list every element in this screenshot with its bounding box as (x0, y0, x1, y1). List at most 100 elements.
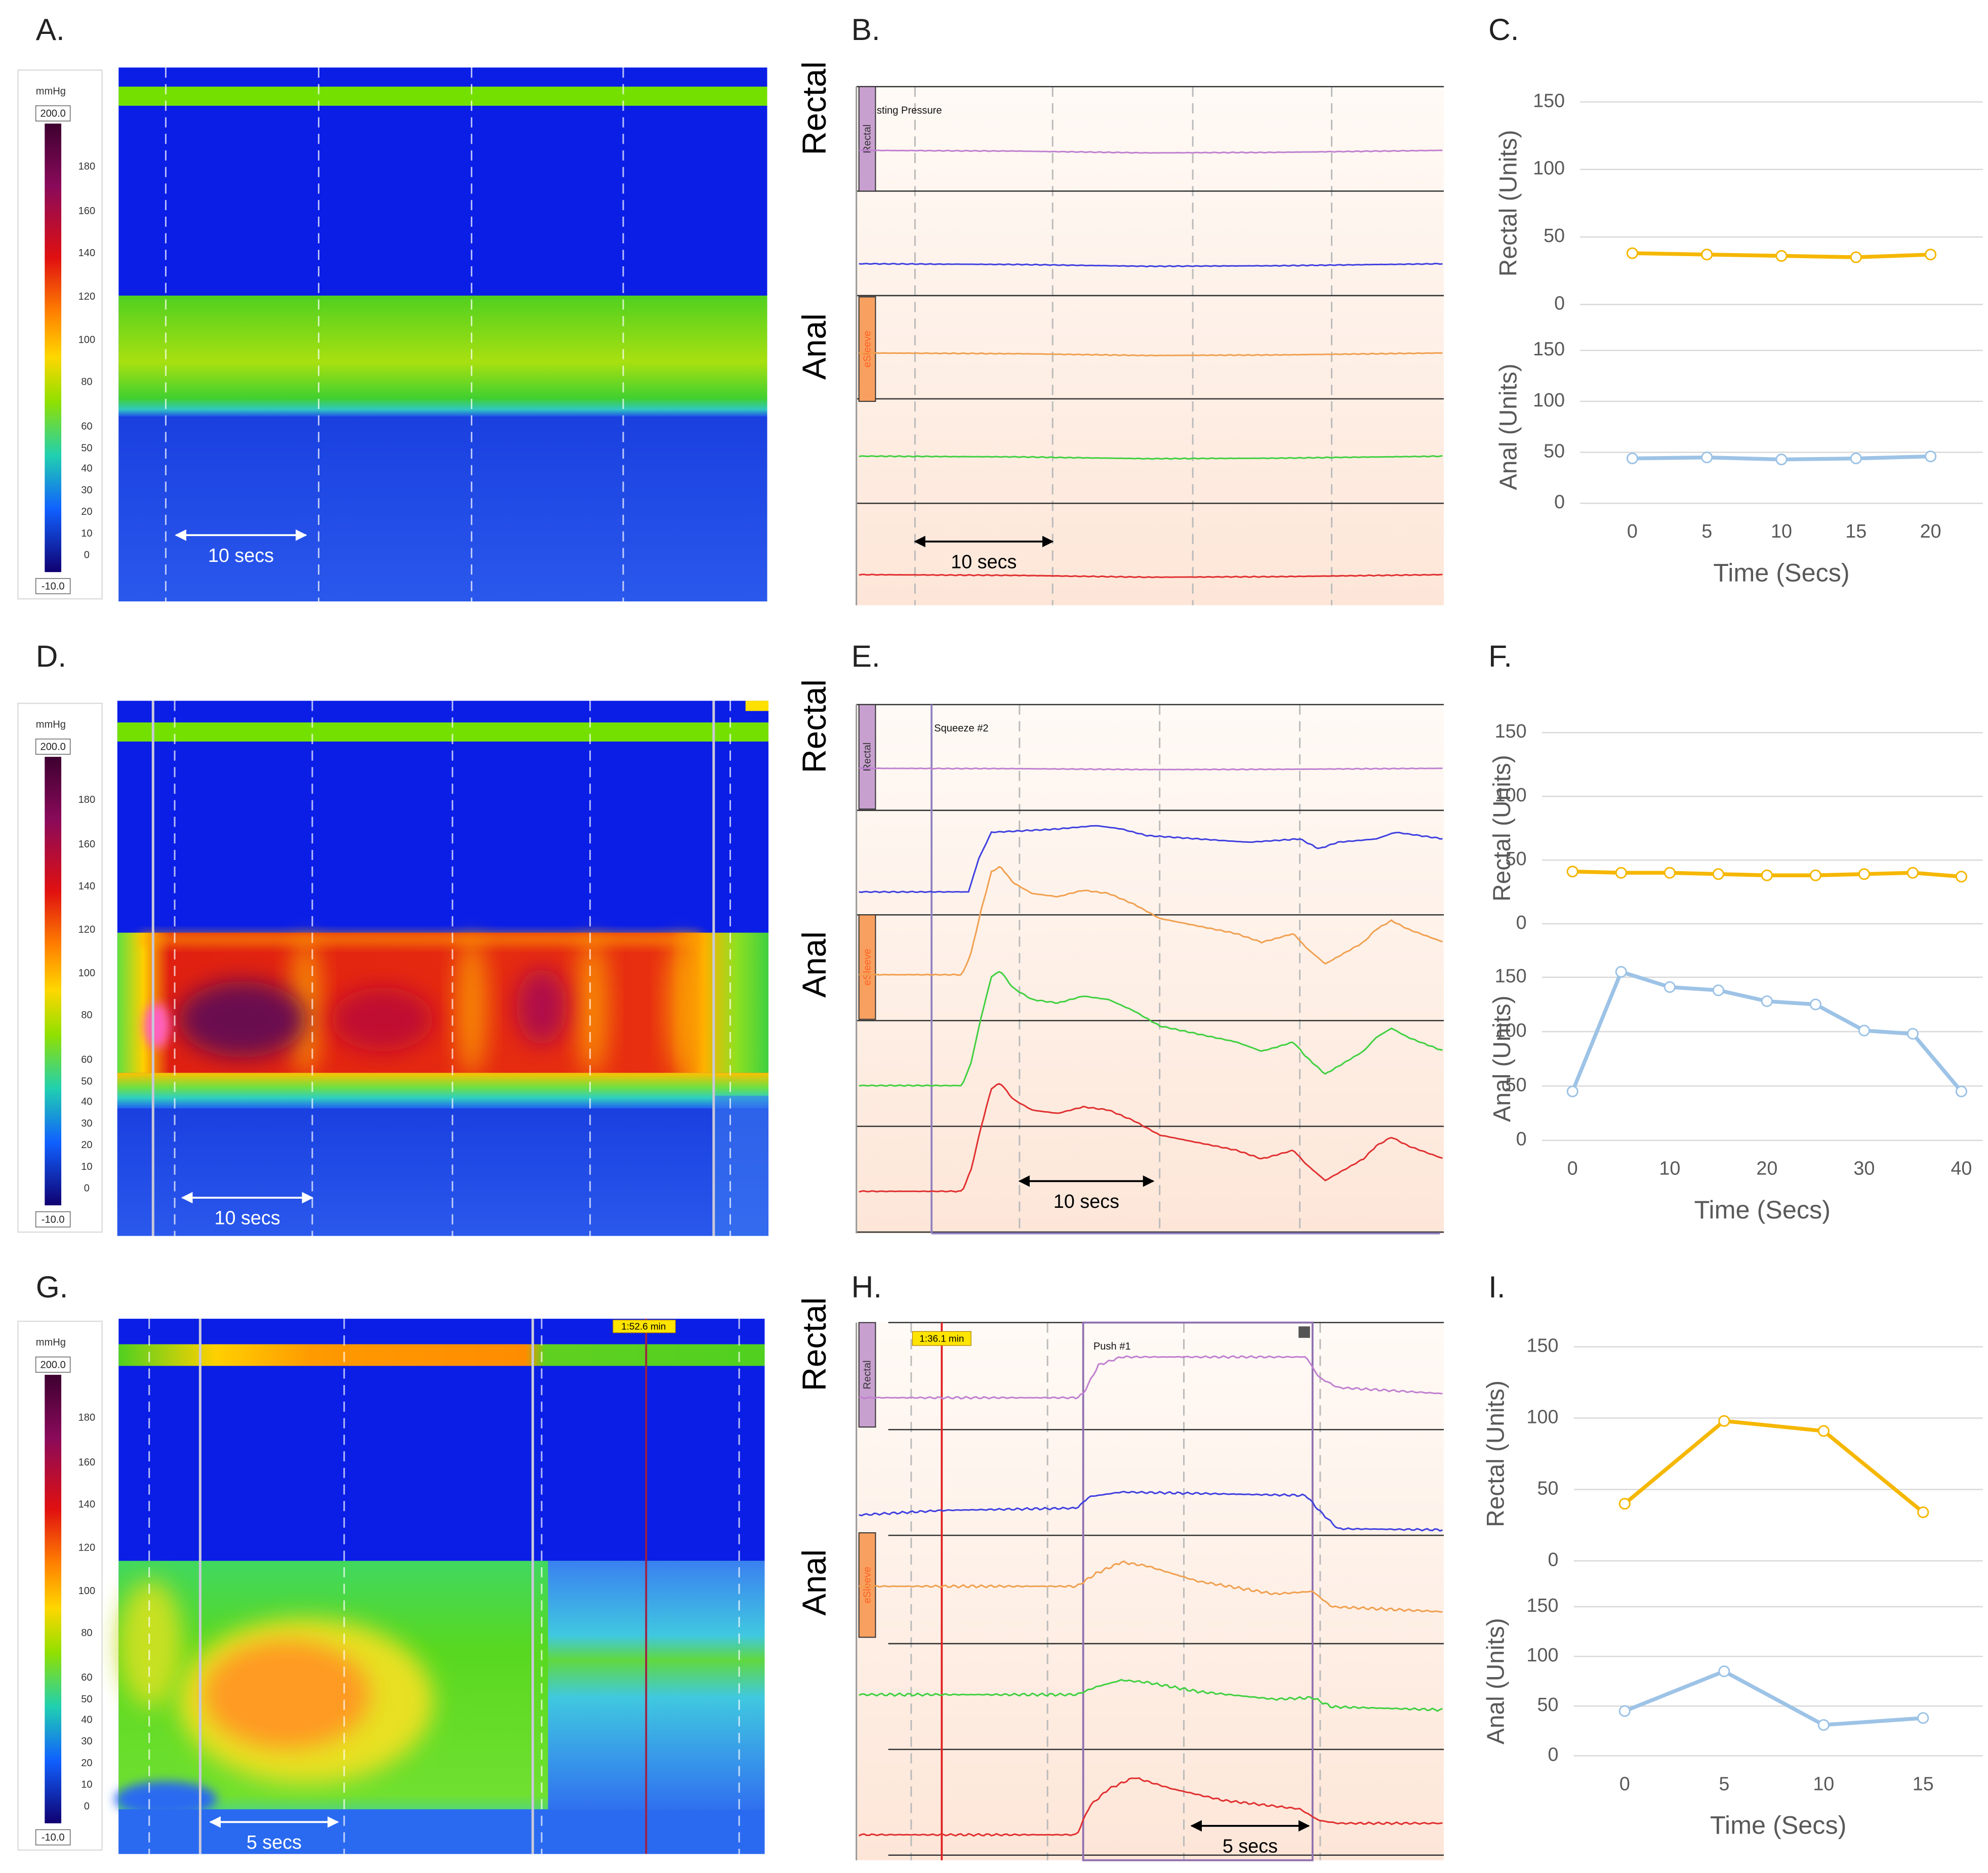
heat-blob (204, 1641, 370, 1748)
colorbar-min-box (35, 1829, 71, 1846)
x-tick-label: 5 (1719, 1773, 1729, 1794)
heat-streak (291, 937, 321, 1077)
x-tick-label: 40 (1951, 1158, 1972, 1179)
y-tick-label: 50 (1537, 1694, 1559, 1715)
colorbar-min: -10.0 (42, 1832, 65, 1843)
colorbar-label: 50 (81, 1076, 92, 1087)
colorbar-label: 160 (78, 206, 96, 217)
y-tick-label: 0 (1516, 1128, 1527, 1150)
y-tick-label: 100 (1533, 157, 1565, 179)
data-point (1566, 866, 1578, 878)
colorbar-label: 100 (78, 334, 96, 345)
x-tick-label: 10 (1771, 520, 1792, 542)
panel-label: B. (851, 12, 880, 47)
heat-blob (178, 981, 306, 1058)
y-tick-label: 100 (1495, 784, 1527, 805)
data-point (1817, 1719, 1830, 1731)
x-tick-label: 0 (1567, 1158, 1578, 1179)
data-point (1761, 995, 1773, 1007)
marker-box (912, 1331, 971, 1346)
channel-box (858, 296, 876, 402)
channel-box (858, 86, 876, 192)
colorbar-label: 20 (81, 506, 92, 517)
trace (859, 1679, 1443, 1712)
data-point (1626, 453, 1639, 465)
colorbar-max-box (35, 105, 71, 121)
data-point (1712, 868, 1724, 880)
y-tick-label: 150 (1527, 1334, 1559, 1356)
panel-label: I. (1488, 1270, 1506, 1304)
colorbar (45, 124, 62, 573)
colorbar-max: 200.0 (40, 108, 66, 119)
marker-box (613, 1319, 676, 1333)
channel-box (858, 704, 876, 810)
colorbar-unit: mmHg (36, 86, 66, 97)
colorbar-label: 100 (78, 967, 96, 979)
data-point (1850, 251, 1862, 263)
y-tick-label: 150 (1495, 720, 1527, 742)
x-tick-label: 20 (1756, 1158, 1777, 1179)
data-point (1917, 1506, 1929, 1519)
trace (859, 767, 1443, 771)
trace (859, 866, 1443, 976)
colorbar-label: 160 (78, 839, 96, 850)
colorbar-label: 50 (81, 1694, 92, 1705)
trace (859, 455, 1443, 460)
heat-stripe (117, 722, 768, 742)
colorbar-max-box (35, 739, 71, 755)
y-tick-label: 150 (1495, 965, 1527, 987)
data-point (1906, 867, 1919, 879)
channel-label: Rectal (862, 125, 873, 153)
y-tick-label: 50 (1544, 225, 1565, 246)
colorbar-label: 80 (81, 1009, 92, 1021)
heat-blob (516, 968, 567, 1045)
y-axis-label: Anal (Units) (1495, 363, 1522, 490)
colorbar-label: 140 (78, 1499, 96, 1510)
colorbar-label: 10 (81, 528, 92, 539)
colorbar-label: 60 (81, 1054, 92, 1065)
x-axis-label: Time (Secs) (1710, 1811, 1846, 1840)
data-point (1701, 249, 1713, 261)
scale-label: 10 secs (208, 545, 274, 566)
trace (859, 262, 1443, 268)
data-point (1761, 869, 1773, 881)
colorbar-label: 30 (81, 1118, 92, 1129)
heat-top-edge (140, 932, 701, 946)
channel-label: Rectal (862, 743, 873, 771)
trace (859, 149, 1443, 154)
trace (859, 1490, 1443, 1532)
colorbar-unit: mmHg (36, 719, 66, 730)
data-point (1906, 1028, 1919, 1040)
data-point (1925, 249, 1937, 261)
x-tick-label: 5 (1701, 520, 1712, 542)
colorbar-label: 140 (78, 881, 96, 892)
y-axis-label: Anal (Units) (1489, 996, 1516, 1122)
heat-low (117, 1108, 768, 1236)
trace-bg (856, 1322, 1444, 1860)
heat-band (118, 295, 767, 417)
colorbar-label: 120 (78, 924, 96, 935)
data-point (1664, 867, 1676, 879)
axis-group-label: Anal (796, 1550, 833, 1616)
colorbar-label: 160 (78, 1457, 96, 1468)
colorbar-min: -10.0 (42, 1214, 65, 1225)
colorbar-label: 40 (81, 463, 92, 474)
axis-group-label: Rectal (796, 1297, 833, 1391)
panel-label: G. (36, 1270, 68, 1304)
panel-label: C. (1488, 12, 1519, 47)
y-tick-label: 150 (1533, 338, 1565, 359)
heat-edge (117, 1073, 768, 1109)
colorbar-label: 10 (81, 1161, 92, 1172)
data-point (1858, 1025, 1870, 1037)
y-tick-label: 0 (1548, 1549, 1559, 1570)
y-tick-label: 0 (1548, 1743, 1559, 1765)
panel-label: D. (36, 639, 66, 673)
colorbar-label: 0 (84, 1801, 90, 1812)
trace-bg (856, 87, 1444, 605)
colorbar-max: 200.0 (40, 742, 66, 753)
scale-label: 5 secs (247, 1831, 302, 1853)
data-point (1718, 1665, 1730, 1678)
data-point (1775, 250, 1788, 262)
